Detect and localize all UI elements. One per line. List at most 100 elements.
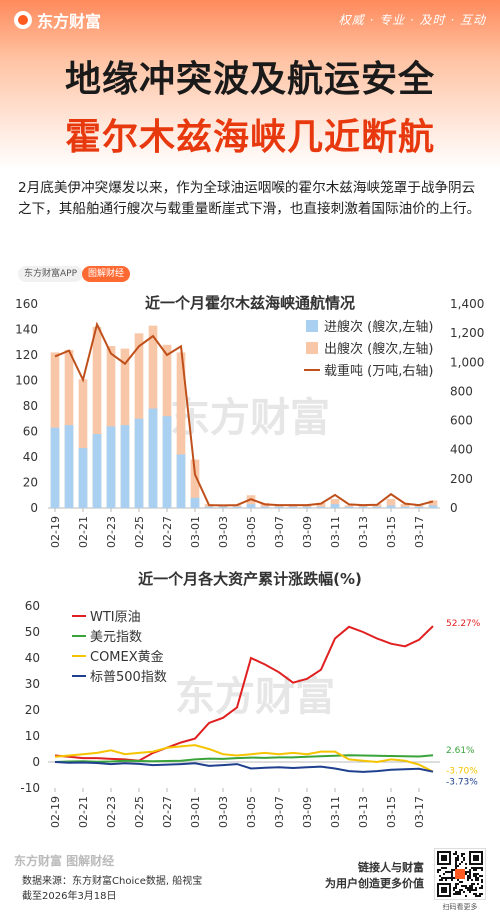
qr-module <box>477 883 479 885</box>
qr-module <box>473 867 475 869</box>
x-tick-label: 03-07 <box>273 516 286 548</box>
end-value-label: 52.27% <box>446 619 481 629</box>
bar-inbound <box>386 505 396 508</box>
bar-outbound <box>288 504 298 508</box>
qr-module <box>469 871 471 873</box>
qr-module <box>455 887 457 889</box>
tag-app: 东方财富APP <box>18 266 84 282</box>
bar-inbound <box>400 506 410 508</box>
qr-module <box>475 875 477 877</box>
bar-inbound <box>120 425 130 508</box>
qr-module <box>453 887 455 889</box>
brand-name: 东方财富 <box>37 12 102 31</box>
x-tick-label: 03-05 <box>245 516 258 548</box>
qr-module <box>455 851 457 853</box>
legend-label: 出艘次 (艘次,左轴) <box>324 341 433 357</box>
qr-module <box>465 885 467 887</box>
qr-module <box>445 879 447 881</box>
x-tick-label: 03-15 <box>385 796 398 828</box>
page-title: 地缘冲突波及航运安全 <box>64 59 435 100</box>
qr-module <box>469 889 471 891</box>
asset-chart: 东方财富 -10 0 10 20 30 40 50 60 52.27% 2.61% -3.70% -3.… <box>0 560 500 850</box>
y-tick-label: 20 <box>25 703 40 717</box>
bar-outbound <box>400 504 410 508</box>
qr-module <box>471 883 473 885</box>
qr-module <box>443 867 445 869</box>
x-tick-label: 02-25 <box>133 516 146 548</box>
x-tick-label: 03-13 <box>357 516 370 548</box>
footer: 东方财富 图解财经 数据来源：东方财富Choice数据, 船视宝 截至2026年… <box>0 846 500 914</box>
bar-outbound <box>176 352 186 508</box>
qr-module <box>481 893 483 895</box>
qr-module <box>463 885 465 887</box>
x-tick-label: 03-15 <box>385 516 398 548</box>
qr-module <box>437 869 439 871</box>
brand-logo: 东方财富 <box>14 8 101 32</box>
y-left-tick-label: 40 <box>23 450 38 464</box>
bar-inbound <box>344 506 354 508</box>
x-tick-label: 02-21 <box>77 516 90 548</box>
qr-module <box>473 869 475 871</box>
x-tick-label: 03-05 <box>245 796 258 828</box>
footer-slogan-1: 链接人与财富 <box>358 861 424 874</box>
qr-code-graphic <box>437 851 483 897</box>
y-tick-label: 10 <box>25 729 40 743</box>
tag-graphic: 图解财经 <box>82 266 131 282</box>
qr-module <box>453 853 455 855</box>
qr-module <box>455 863 457 865</box>
y-right-tick-label: 600 <box>450 414 473 428</box>
qr-module <box>481 879 483 881</box>
bar-inbound <box>232 506 242 508</box>
qr-module <box>441 879 443 881</box>
bar-inbound <box>50 427 60 508</box>
bar-outbound <box>204 504 214 508</box>
y-right-tick-label: 800 <box>450 384 473 398</box>
bar-outbound <box>260 502 270 508</box>
qr-module <box>481 867 483 869</box>
x-tick-label: 03-13 <box>357 796 370 828</box>
qr-module <box>443 877 445 879</box>
bar-inbound <box>274 506 284 508</box>
y-tick-label: 60 <box>25 599 40 613</box>
y-left-tick-label: 0 <box>30 501 38 515</box>
bar-inbound <box>64 425 74 508</box>
qr-module <box>467 871 469 873</box>
qr-module <box>473 875 475 877</box>
footer-brand: 东方财富 图解财经 <box>14 854 115 868</box>
x-tick-label: 03-11 <box>329 516 342 548</box>
qr-module <box>455 859 457 861</box>
bar-inbound <box>358 506 368 508</box>
qr-module <box>443 873 445 875</box>
qr-module <box>475 877 477 879</box>
qr-code-icon[interactable] <box>434 848 486 900</box>
qr-module <box>451 873 453 875</box>
qr-module <box>453 893 455 895</box>
bar-inbound <box>204 506 214 508</box>
bar-outbound <box>246 495 256 508</box>
qr-module <box>451 869 453 871</box>
qr-module <box>469 873 471 875</box>
qr-module <box>449 871 451 873</box>
qr-module <box>475 869 477 871</box>
qr-module <box>467 879 469 881</box>
qr-module <box>461 885 463 887</box>
x-tick-label: 03-03 <box>217 796 230 828</box>
series-line <box>54 625 434 762</box>
qr-module <box>445 871 447 873</box>
qr-module <box>471 879 473 881</box>
qr-module <box>463 891 465 893</box>
legend-swatch <box>306 320 318 332</box>
end-value-label: -3.70% <box>446 767 478 777</box>
qr-module <box>479 875 481 877</box>
bar-inbound <box>148 408 158 508</box>
series-line <box>54 744 434 773</box>
qr-module <box>457 891 459 893</box>
qr-module <box>465 895 467 897</box>
x-tick-label: 03-11 <box>329 796 342 828</box>
shipping-chart-svg: 东方财富 0 20 40 60 80 100 120 140 160 0 200 400 600 800 1,… <box>15 294 484 548</box>
qr-module <box>457 893 459 895</box>
bar-inbound <box>260 506 270 508</box>
qr-finder-core <box>441 855 447 861</box>
legend-label: 美元指数 <box>90 630 142 645</box>
qr-module <box>461 861 463 863</box>
